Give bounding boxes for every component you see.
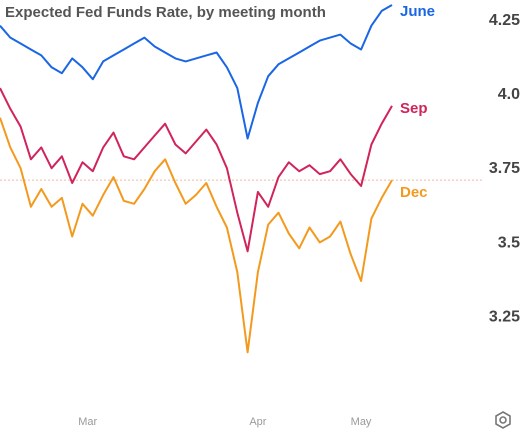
x-tick-label: May [351,416,372,428]
y-tick-label: 3.75 [489,160,520,177]
x-tick-label: Mar [78,416,97,428]
y-tick-label: 4.25 [489,12,520,29]
x-axis-ticks: Mar Apr May [78,416,372,428]
series-label-june: June [400,3,435,20]
x-tick-label: Apr [249,416,266,428]
series-lines [0,4,393,354]
series-line-dec [0,117,393,354]
series-label-dec: Dec [400,184,428,201]
series-line-june [0,4,393,140]
series-line-sep [0,87,393,253]
y-tick-label: 3.5 [498,234,520,251]
series-labels: June Sep Dec [400,3,435,201]
y-tick-label: 4.0 [498,86,520,103]
settings-icon[interactable] [493,410,513,430]
y-axis-ticks: 4.25 4.0 3.75 3.5 3.25 [489,12,520,326]
chart-title: Expected Fed Funds Rate, by meeting mont… [5,4,326,21]
y-tick-label: 3.25 [489,309,520,326]
series-label-sep: Sep [400,100,428,117]
